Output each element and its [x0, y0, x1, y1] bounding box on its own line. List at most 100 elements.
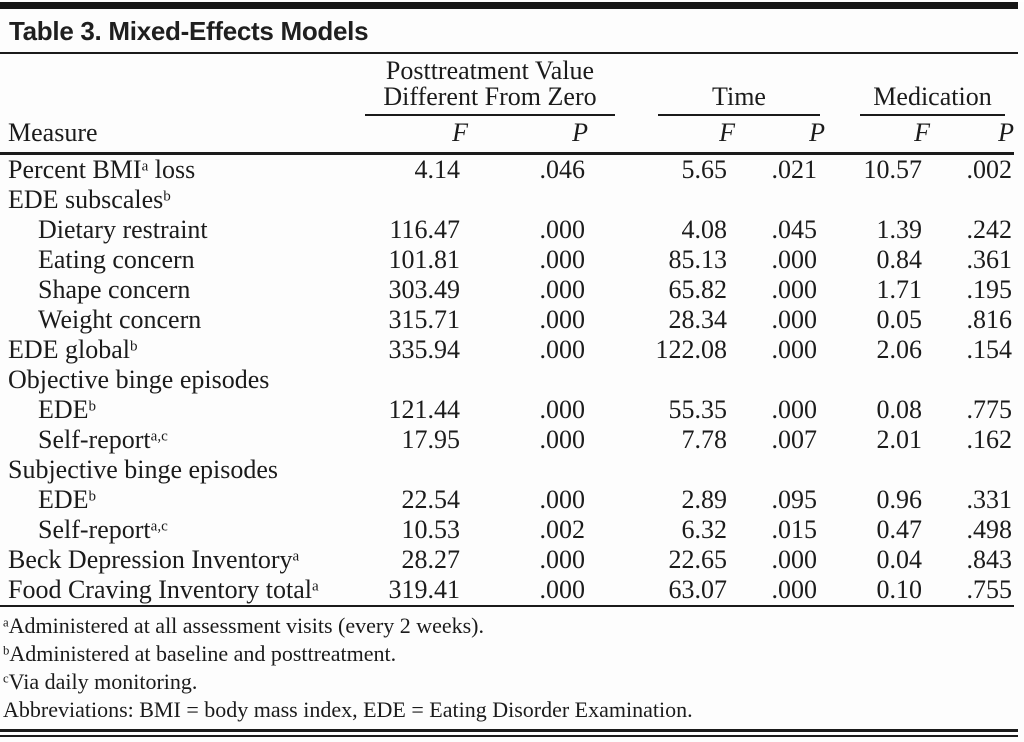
value-cell: .007: [771, 425, 818, 454]
measure-label: EDE subscales: [8, 185, 164, 214]
measure-label: EDE global: [8, 335, 131, 364]
measure-label: Subjective binge episodes: [8, 455, 279, 484]
value-cell: 2.89: [681, 485, 728, 514]
measure-label: Dietary restraint: [38, 215, 208, 244]
value-cell: .000: [468, 575, 588, 607]
value-cell: 7.78: [681, 425, 728, 454]
value-cell: .000: [771, 395, 818, 424]
measure-label-suffix: loss: [148, 155, 196, 184]
value-cell: [340, 185, 468, 215]
value-cell: 22.54: [401, 485, 461, 514]
table-row: EDE subscalesb: [0, 185, 1014, 215]
value-cell: [340, 365, 468, 395]
value-cell: [588, 365, 735, 395]
measure-cell: Eating concern: [0, 245, 340, 275]
value-cell: 10.57: [863, 155, 923, 184]
value-cell: .000: [539, 395, 586, 424]
value-cell: .000: [539, 215, 586, 244]
value-cell: .816: [966, 305, 1013, 334]
table-row: Self-reporta,c 17.95 .000 7.78 .007 2.01…: [0, 425, 1014, 455]
table-row: Percent BMIa loss 4.14 .046 5.65 .021 10…: [0, 154, 1014, 186]
table-row: Food Craving Inventory totala 319.41 .00…: [0, 575, 1014, 607]
measure-cell: Subjective binge episodes: [0, 455, 340, 485]
measure-cell: Percent BMIa loss: [0, 154, 340, 186]
value-cell: .154: [966, 335, 1013, 364]
group-header-time: Time: [588, 54, 825, 116]
value-cell: 116.47: [389, 215, 460, 244]
value-cell: .000: [771, 275, 818, 304]
value-cell: 0.84: [876, 245, 923, 274]
value-cell: .002: [539, 515, 586, 544]
value-cell: .000: [539, 245, 586, 274]
group-header-posttreatment-label: Posttreatment Value Different From Zero: [365, 58, 615, 116]
p-column-header-medication: P: [930, 116, 1014, 155]
value-cell: .331: [966, 485, 1013, 514]
value-cell: .000: [539, 305, 586, 334]
measure-label: Objective binge episodes: [8, 365, 270, 394]
f-column-header-time: F: [588, 116, 735, 155]
f-column-header-posttreatment: F: [340, 116, 468, 155]
footnote-superscript: a: [3, 615, 9, 630]
value-cell: 319.41: [340, 575, 468, 607]
value-cell: 63.07: [588, 575, 735, 607]
f-column-header-medication: F: [825, 116, 930, 155]
table-row: Subjective binge episodes: [0, 455, 1014, 485]
value-cell: .498: [966, 515, 1013, 544]
measure-cell: EDEb: [0, 395, 340, 425]
measure-label: Beck Depression Inventory: [8, 545, 293, 574]
measure-label: Eating concern: [38, 245, 195, 274]
empty-corner-cell: [0, 54, 340, 116]
value-cell: 6.32: [681, 515, 728, 544]
footnote-text: Administered at baseline and posttreatme…: [9, 641, 397, 666]
value-cell: .045: [771, 215, 818, 244]
footnote-text: Administered at all assessment visits (e…: [8, 613, 485, 638]
measure-label: Shape concern: [38, 275, 191, 304]
footnote: bAdministered at baseline and posttreatm…: [3, 640, 1024, 668]
title-rule: [0, 52, 1018, 54]
value-cell: 22.65: [668, 545, 728, 574]
value-cell: .046: [539, 155, 586, 184]
measure-cell: Dietary restraint: [0, 215, 340, 245]
value-cell: .021: [771, 155, 818, 184]
value-cell: .000: [539, 425, 586, 454]
value-cell: 2.06: [876, 335, 923, 364]
value-cell: [825, 185, 930, 215]
value-cell: .162: [966, 425, 1013, 454]
value-cell: .000: [539, 275, 586, 304]
footnotes-section: aAdministered at all assessment visits (…: [0, 607, 1024, 726]
value-cell: 85.13: [668, 245, 728, 274]
table-row: EDEb 121.44 .000 55.35 .000 0.08 .775: [0, 395, 1014, 425]
value-cell: 4.08: [681, 215, 728, 244]
value-cell: 0.10: [825, 575, 930, 607]
value-cell: 122.08: [655, 335, 728, 364]
measure-superscript: b: [88, 488, 97, 505]
value-cell: .843: [966, 545, 1013, 574]
measure-superscript: b: [88, 398, 97, 415]
measure-superscript: a,c: [150, 518, 168, 535]
measure-cell: EDEb: [0, 485, 340, 515]
value-cell: .755: [930, 575, 1014, 607]
measure-cell: EDE globalb: [0, 335, 340, 365]
measure-superscript: a: [141, 158, 149, 175]
value-cell: 1.39: [876, 215, 923, 244]
table-title: Table 3. Mixed-Effects Models: [9, 16, 369, 46]
group-header-medication: Medication: [825, 54, 1014, 116]
table-row: Self-reporta,c 10.53 .002 6.32 .015 0.47…: [0, 515, 1014, 545]
measure-label: Self-report: [38, 515, 151, 544]
value-cell: .000: [539, 335, 586, 364]
value-cell: 28.27: [401, 545, 461, 574]
value-cell: [735, 455, 825, 485]
value-cell: .361: [966, 245, 1013, 274]
group-line2: Different From Zero: [383, 82, 597, 111]
measure-label: Self-report: [38, 425, 151, 454]
measure-label: EDE: [38, 395, 89, 424]
footnote-superscript: b: [3, 643, 10, 658]
measure-superscript: a: [292, 548, 300, 565]
value-cell: 0.96: [876, 485, 923, 514]
value-cell: [588, 455, 735, 485]
mixed-effects-table: Posttreatment Value Different From Zero T…: [0, 54, 1014, 607]
value-cell: 101.81: [388, 245, 461, 274]
table-row: EDEb 22.54 .000 2.89 .095 0.96 .331: [0, 485, 1014, 515]
value-cell: 0.04: [876, 545, 923, 574]
